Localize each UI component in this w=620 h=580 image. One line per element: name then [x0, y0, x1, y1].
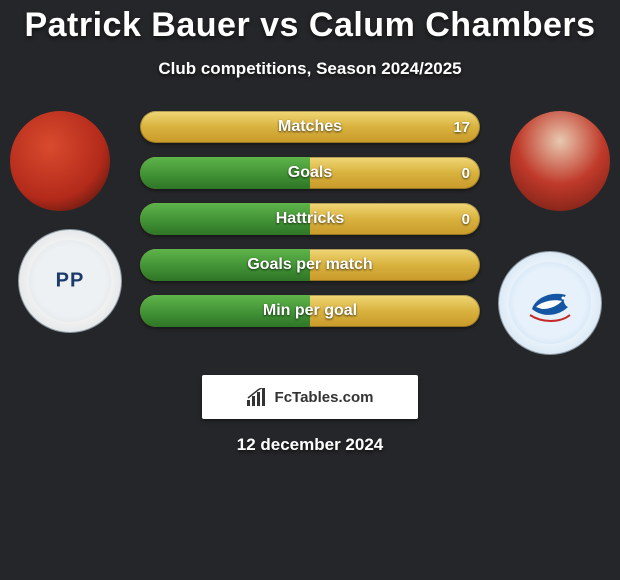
stat-bar-label: Matches — [140, 111, 480, 143]
club-left-initials: PP — [56, 270, 85, 293]
bluebird-icon — [522, 275, 578, 331]
stat-bar-value-right: 0 — [452, 157, 480, 189]
chart-icon — [247, 388, 269, 406]
stat-bar: Hattricks0 — [140, 203, 480, 235]
date-text: 12 december 2024 — [0, 435, 620, 455]
attribution-box: FcTables.com — [202, 375, 418, 419]
stat-bar: Goals per match — [140, 249, 480, 281]
page-title: Patrick Bauer vs Calum Chambers — [0, 0, 620, 45]
comparison-panel: PP Matches17Goals0Hattricks0Goals per ma… — [0, 111, 620, 361]
stat-bar-label: Min per goal — [140, 295, 480, 327]
stat-bar: Goals0 — [140, 157, 480, 189]
stat-bar-label: Goals — [140, 157, 480, 189]
stat-bar: Min per goal — [140, 295, 480, 327]
stat-bar-label: Hattricks — [140, 203, 480, 235]
stat-bar-label: Goals per match — [140, 249, 480, 281]
subtitle: Club competitions, Season 2024/2025 — [0, 59, 620, 79]
stat-bar: Matches17 — [140, 111, 480, 143]
stat-bar-value-right: 0 — [452, 203, 480, 235]
player-right-avatar — [510, 111, 610, 211]
club-left-badge: PP — [18, 229, 122, 333]
stat-bars: Matches17Goals0Hattricks0Goals per match… — [140, 111, 480, 327]
stat-bar-value-right: 17 — [443, 111, 480, 143]
club-right-badge — [498, 251, 602, 355]
player-left-avatar — [10, 111, 110, 211]
attribution-text: FcTables.com — [275, 389, 374, 406]
